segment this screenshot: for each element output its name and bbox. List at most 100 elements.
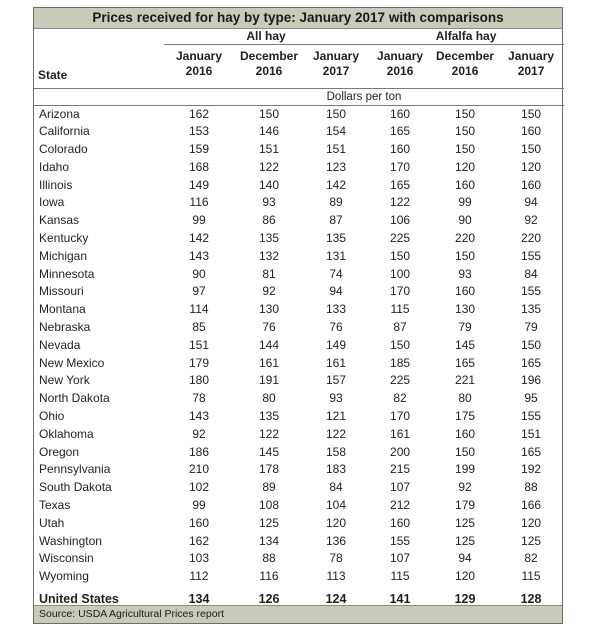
price-cell: 155 [521, 284, 542, 299]
price-cell: 134 [258, 533, 280, 548]
price-cell: 160 [455, 426, 476, 441]
price-cell: 200 [390, 444, 411, 459]
price-cell: 150 [521, 142, 542, 157]
price-cell: 120 [455, 159, 476, 174]
column-header-month: January [313, 49, 360, 63]
table-row: Pennsylvania 210 178 183 215 199 192 [34, 461, 564, 479]
price-cell: 165 [390, 124, 411, 139]
price-cell: 108 [258, 498, 280, 513]
price-cell: 159 [188, 142, 210, 157]
price-cell: 123 [326, 159, 347, 174]
state-cell: Iowa [39, 195, 65, 210]
price-cell: 114 [189, 302, 209, 317]
table-row: Oklahoma 92 122 122 161 160 151 [34, 426, 564, 444]
price-cell: 93 [329, 391, 343, 406]
price-cell: 132 [258, 248, 280, 263]
price-cell: 155 [521, 248, 542, 263]
price-cell: 135 [258, 409, 280, 424]
price-cell: 150 [390, 248, 411, 263]
price-cell: 160 [390, 106, 411, 121]
price-cell: 180 [188, 373, 210, 388]
price-cell: 89 [329, 195, 343, 210]
price-cell: 82 [524, 551, 538, 566]
price-cell: 160 [455, 177, 476, 192]
price-cell: 80 [262, 391, 276, 406]
state-cell: New York [39, 373, 90, 388]
price-cell: 142 [188, 231, 210, 246]
price-cell: 120 [521, 515, 542, 530]
price-cell: 78 [329, 551, 343, 566]
table-row: Kentucky 142 135 135 225 220 220 [34, 230, 564, 248]
price-cell: 94 [524, 195, 538, 210]
price-cell: 170 [390, 284, 411, 299]
price-cell: 102 [188, 480, 210, 495]
price-cell: 161 [326, 355, 347, 370]
total-price-cell: 128 [520, 592, 542, 607]
state-cell: Oregon [39, 444, 80, 459]
price-cell: 142 [326, 177, 347, 192]
price-cell: 175 [455, 409, 476, 424]
price-cell: 150 [390, 337, 411, 352]
unit-label: Dollars per ton [164, 87, 565, 106]
price-cell: 84 [524, 266, 538, 281]
price-cell: 122 [390, 195, 411, 210]
price-cell: 92 [192, 426, 206, 441]
price-cell: 113 [326, 569, 346, 584]
table-row: California 153 146 154 165 150 160 [34, 123, 564, 141]
price-cell: 99 [192, 498, 206, 513]
price-cell: 158 [326, 444, 347, 459]
column-header-year: 2016 [451, 64, 479, 78]
price-cell: 143 [188, 409, 210, 424]
price-cell: 220 [521, 231, 542, 246]
price-cell: 92 [524, 213, 538, 228]
price-cell: 155 [521, 409, 542, 424]
price-cell: 151 [188, 337, 210, 352]
price-cell: 112 [189, 569, 209, 584]
column-header: January 2017 [498, 45, 564, 89]
price-cell: 74 [329, 266, 343, 281]
table-row: Washington 162 134 136 155 125 125 [34, 533, 564, 551]
price-cell: 92 [458, 480, 472, 495]
state-cell: Arizona [39, 106, 80, 121]
table-row: Illinois 149 140 142 165 160 160 [34, 177, 564, 195]
total-price-cell: 129 [454, 592, 476, 607]
table-row: Missouri 97 92 94 170 160 155 [34, 283, 564, 301]
state-cell: Kentucky [39, 231, 89, 246]
price-cell: 104 [326, 498, 347, 513]
table-row: Colorado 159 151 151 160 150 150 [34, 141, 564, 159]
price-cell: 88 [524, 480, 538, 495]
price-cell: 92 [262, 284, 276, 299]
price-cell: 121 [326, 409, 347, 424]
column-header-month: January [508, 49, 555, 63]
state-cell: Michigan [39, 248, 88, 263]
price-cell: 143 [188, 248, 210, 263]
price-cell: 133 [326, 302, 347, 317]
price-cell: 135 [521, 302, 542, 317]
price-cell: 122 [326, 426, 347, 441]
column-header-year: 2016 [255, 64, 283, 78]
price-cell: 103 [188, 551, 210, 566]
price-cell: 178 [258, 462, 280, 477]
price-cell: 93 [262, 195, 276, 210]
price-cell: 153 [188, 124, 210, 139]
state-cell: Nebraska [39, 320, 91, 335]
price-cell: 150 [455, 248, 476, 263]
price-cell: 120 [521, 159, 542, 174]
price-cell: 150 [455, 444, 476, 459]
state-cell: Nevada [39, 337, 81, 352]
price-cell: 145 [455, 337, 476, 352]
price-cell: 160 [390, 142, 411, 157]
table-row: Kansas 99 86 87 106 90 92 [34, 212, 564, 230]
total-price-cell: 134 [188, 592, 210, 607]
state-cell: Kansas [39, 213, 80, 228]
price-cell: 220 [455, 231, 476, 246]
state-cell: Texas [39, 498, 71, 513]
price-cell: 130 [258, 302, 280, 317]
price-cell: 185 [390, 355, 411, 370]
state-cell: Pennsylvania [39, 462, 111, 477]
table-row: New York 180 191 157 225 221 196 [34, 372, 564, 390]
price-cell: 150 [258, 106, 280, 121]
price-cell: 191 [258, 373, 280, 388]
price-cell: 179 [455, 498, 476, 513]
price-cell: 120 [455, 569, 476, 584]
